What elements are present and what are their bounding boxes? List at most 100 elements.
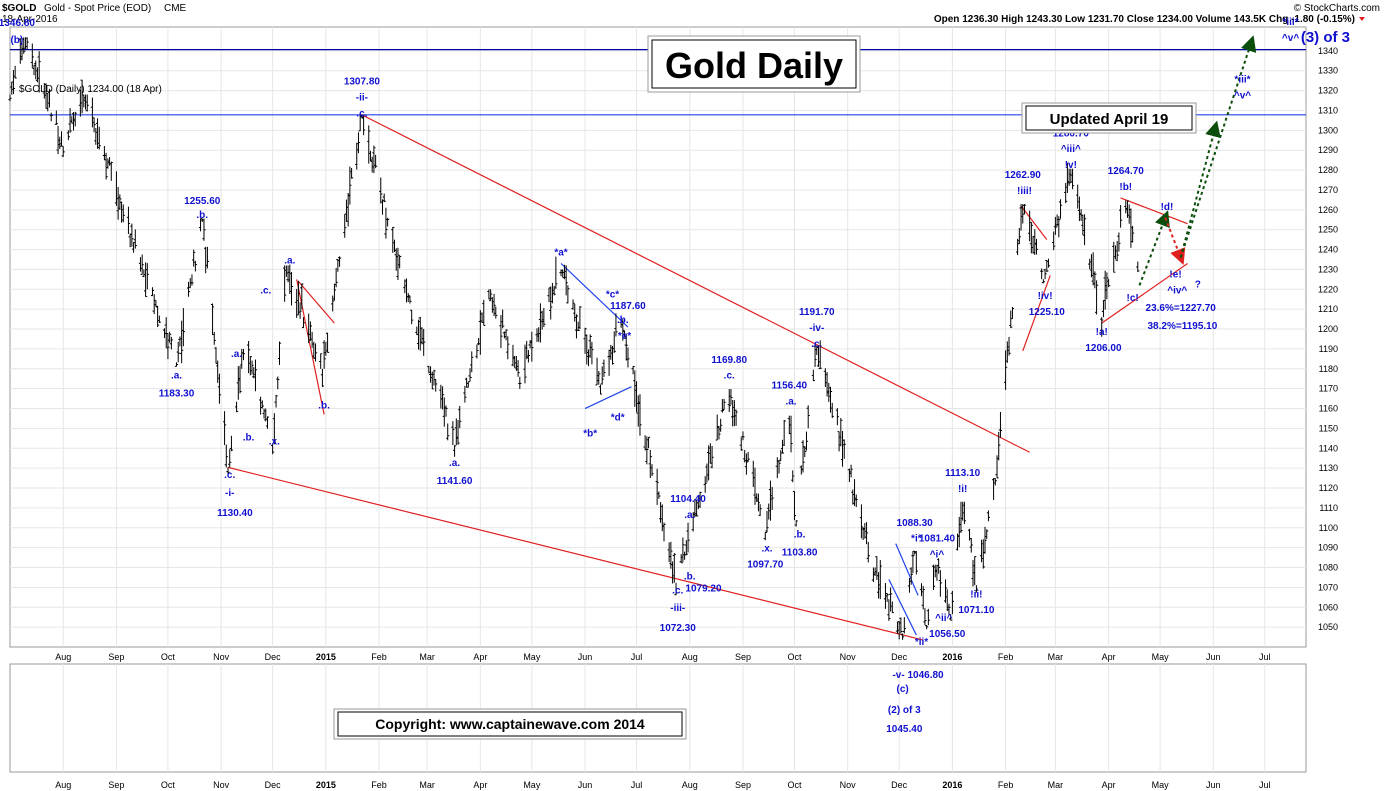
wave-label-lower: -v- 1046.80 <box>892 670 944 681</box>
wave-label: 1056.50 <box>929 629 966 640</box>
ohlc-bar <box>236 366 240 400</box>
wave-label: *iii* <box>1282 17 1298 28</box>
ohlc-bar <box>1022 204 1027 215</box>
ohlc-bar <box>150 287 155 297</box>
trendline <box>1020 205 1048 240</box>
ohlc-bar <box>722 398 726 410</box>
ohlc-bar <box>404 278 409 303</box>
ohlc-bar <box>909 567 913 585</box>
updated-box: Updated April 19 <box>1021 102 1197 134</box>
ohlc-bar <box>368 150 373 162</box>
ohlc-bar <box>962 501 967 525</box>
ohlc-bar <box>1019 204 1023 231</box>
ohlc-bar <box>384 207 388 239</box>
ohlc-bar <box>998 411 1003 438</box>
ohlc-bar <box>583 327 587 354</box>
ohlc-bar <box>842 439 846 459</box>
ohlc-bar <box>949 614 953 621</box>
ohlc-bar <box>779 450 783 462</box>
ohlc-bar <box>130 223 134 247</box>
trendline <box>895 543 919 596</box>
ohlc-bar <box>289 272 294 306</box>
ohlc-bar <box>85 94 89 112</box>
ohlc-bar <box>109 161 113 181</box>
ohlc-bar <box>145 263 149 290</box>
x-tick-label: Sep <box>108 652 124 662</box>
ohlc-bar <box>272 413 276 445</box>
ohlc-bar <box>859 504 864 539</box>
ohlc-bar <box>715 414 719 441</box>
x-axis-ticks-bottom: Aug Sep Oct Nov Dec 2015 Feb Mar Apr May Jun Jul Aug… <box>55 780 1270 790</box>
ohlc-bar <box>398 255 402 269</box>
ohlc-bar <box>202 218 206 241</box>
ohlc-bar <box>799 465 803 475</box>
ohlc-bar <box>325 332 330 353</box>
ohlc-bar <box>971 560 975 587</box>
ohlc-bar <box>631 366 635 375</box>
ohlc-bar <box>950 590 954 615</box>
wave-label: .x. <box>761 544 772 555</box>
ohlc-bar <box>791 470 795 483</box>
ohlc-bar <box>662 522 666 542</box>
ohlc-bar <box>427 365 431 374</box>
ohlc-bar <box>1009 310 1013 329</box>
wave-label: 1183.30 <box>159 389 195 400</box>
ohlc-bar <box>888 587 893 612</box>
ohlc-bar <box>501 309 505 329</box>
ohlc-bar <box>54 110 58 125</box>
ohlc-bar <box>957 516 961 548</box>
ohlc-bar <box>683 551 687 560</box>
x-tick-label-bottom: Jun <box>1206 780 1221 790</box>
ohlc-bar <box>518 376 522 389</box>
ohlc-bar <box>610 345 615 365</box>
copyright-text: Copyright: www.captainewave.com 2014 <box>375 716 645 732</box>
ohlc-bar <box>300 283 304 310</box>
ohlc-bar <box>734 409 738 426</box>
ohlc-bar <box>454 418 458 446</box>
wave-label: *iii* <box>1234 75 1250 86</box>
ohlc-bar <box>1057 216 1061 238</box>
ohlc-bar <box>131 241 136 253</box>
ohlc-bar <box>322 340 326 369</box>
ohlc-bar <box>487 289 491 300</box>
ohlc-bar <box>283 265 287 302</box>
ohlc-bar <box>741 431 745 441</box>
ohlc-bar <box>921 585 925 610</box>
ohlc-bar <box>746 452 750 463</box>
ohlc-bar <box>655 468 659 505</box>
ohlc-bar <box>864 522 869 545</box>
ohlc-bar <box>466 381 470 388</box>
title-text: Gold Daily <box>665 45 843 86</box>
legend-label: $GOLD (Daily) 1234.00 (18 Apr) <box>19 84 162 95</box>
ohlc-bar <box>997 431 1001 461</box>
ohlc-bar <box>830 402 834 419</box>
y-tick-label: 1180 <box>1319 364 1338 374</box>
ohlc-bar <box>118 194 122 211</box>
forecast-arrow <box>1179 120 1221 258</box>
ohlc-bar <box>250 360 254 375</box>
y-tick-label: 1260 <box>1318 205 1338 215</box>
ohlc-bar <box>1033 229 1037 255</box>
forecast-arrow <box>1138 210 1170 286</box>
ohlc-bar <box>186 281 191 297</box>
x-tick-label: Mar <box>1048 652 1064 662</box>
x-tick-label: Oct <box>161 652 176 662</box>
wave-label-lower: (c) <box>896 684 908 695</box>
wave-label: (b) <box>10 35 23 46</box>
ohlc-bar <box>162 328 167 339</box>
ohlc-bar <box>720 399 724 413</box>
ohlc-bar <box>265 416 270 429</box>
ohlc-bar <box>1029 221 1033 254</box>
ohlc-bar <box>792 490 797 521</box>
ohlc-bar <box>73 111 77 127</box>
ohlc-bar <box>80 79 84 114</box>
ohlc-bar <box>222 411 227 446</box>
ohlc-bar <box>626 347 630 368</box>
ohlc-bar <box>938 570 942 597</box>
wave-label: .a. <box>449 458 460 469</box>
ohlc-bar <box>144 262 148 298</box>
wave-label: .b. <box>684 571 696 582</box>
wave-label: ^iv^ <box>1167 285 1187 296</box>
ohlc-bar <box>717 425 721 440</box>
x-tick-label-bottom: Mar <box>1048 780 1064 790</box>
